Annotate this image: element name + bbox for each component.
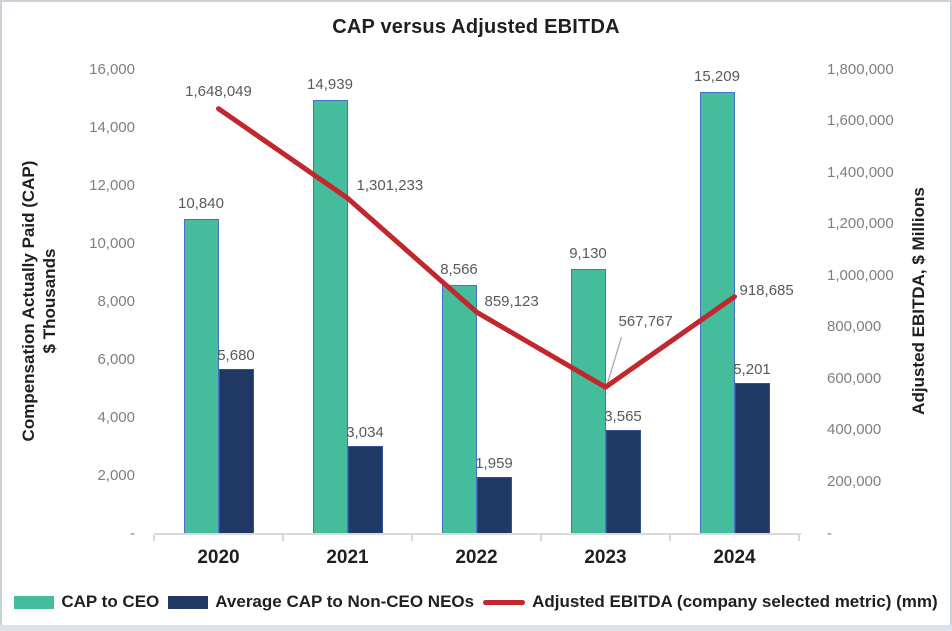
- ebitda-value-label: 567,767: [618, 313, 673, 331]
- left-axis-tick-label: 12,000: [89, 176, 135, 194]
- left-axis-tick-label: 2,000: [97, 466, 135, 484]
- left-axis-title-line1: Compensation Actually Paid (CAP): [19, 160, 38, 442]
- category-label: 2020: [197, 547, 240, 568]
- legend-item-cap-to-ceo: CAP to CEO: [14, 592, 159, 612]
- right-axis-tick-label: 200,000: [827, 472, 882, 490]
- neo-bar: [218, 368, 254, 534]
- left-axis-tick-label: 16,000: [89, 60, 135, 78]
- category-label: 2023: [584, 547, 627, 568]
- right-axis-tick-label: 800,000: [827, 318, 882, 336]
- x-axis-tick-mark: [798, 534, 800, 541]
- ceo-bar: [312, 100, 348, 534]
- neo-bar-value-label: 5,201: [733, 360, 771, 378]
- ceo-bar: [183, 219, 219, 534]
- ceo-bar-value-label: 9,130: [569, 244, 607, 262]
- legend-item-adjusted-ebitda: Adjusted EBITDA (company selected metric…: [483, 592, 938, 612]
- right-axis-tick-label: 1,000,000: [827, 266, 894, 284]
- neo-bar: [605, 430, 641, 534]
- ceo-bar-value-label: 15,209: [694, 68, 740, 86]
- neo-bar-swatch-icon: [168, 595, 209, 609]
- chart-title: CAP versus Adjusted EBITDA: [332, 16, 620, 38]
- ceo-bar-value-label: 14,939: [307, 76, 353, 94]
- right-axis-tick-label: 1,200,000: [827, 215, 894, 233]
- ceo-bar: [699, 92, 735, 534]
- legend-item-avg-cap-non-ceo: Average CAP to Non-CEO NEOs: [168, 592, 474, 612]
- left-axis-tick-label: 6,000: [97, 350, 135, 368]
- x-axis-tick-mark: [540, 534, 542, 541]
- ceo-bar: [570, 268, 606, 534]
- left-axis-tick-label: 10,000: [89, 234, 135, 252]
- x-axis-tick-mark: [153, 534, 155, 541]
- category-label: 2022: [455, 547, 498, 568]
- label-leader-line: [606, 336, 623, 384]
- neo-bar: [476, 476, 512, 534]
- neo-bar: [734, 382, 770, 534]
- neo-bar: [347, 445, 383, 534]
- ebitda-line-swatch-icon: [483, 599, 526, 605]
- category-label: 2024: [713, 547, 756, 568]
- right-axis-tick-label: 400,000: [827, 421, 882, 439]
- legend-label: Average CAP to Non-CEO NEOs: [215, 592, 475, 611]
- ebitda-value-label: 859,123: [484, 293, 539, 311]
- neo-bar-value-label: 5,680: [217, 346, 255, 364]
- right-axis-tick-label: -: [827, 524, 832, 542]
- legend-label: CAP to CEO: [61, 592, 160, 611]
- ebitda-value-label: 918,685: [739, 281, 794, 299]
- neo-bar-value-label: 1,959: [475, 454, 513, 472]
- x-axis-tick-mark: [669, 534, 671, 541]
- neo-bar-value-label: 3,034: [346, 423, 384, 441]
- ceo-bar-value-label: 8,566: [440, 261, 478, 279]
- left-axis-tick-label: 4,000: [97, 408, 135, 426]
- x-axis-tick-mark: [411, 534, 413, 541]
- left-axis-tick-label: -: [130, 524, 135, 542]
- legend-label: Adjusted EBITDA (company selected metric…: [532, 592, 938, 611]
- x-axis-tick-mark: [282, 534, 284, 541]
- right-axis-tick-label: 1,800,000: [827, 60, 894, 78]
- ceo-bar-value-label: 10,840: [178, 195, 224, 213]
- legend: CAP to CEO Average CAP to Non-CEO NEOs A…: [0, 590, 952, 614]
- right-axis-title: Adjusted EBITDA, $ Millions: [909, 187, 928, 415]
- ebitda-value-label: 1,648,049: [185, 82, 252, 100]
- neo-bar-value-label: 3,565: [604, 408, 642, 426]
- ebitda-value-label: 1,301,233: [356, 177, 424, 195]
- ceo-bar-swatch-icon: [14, 595, 55, 609]
- right-axis-tick-label: 1,600,000: [827, 112, 894, 130]
- left-axis-tick-label: 14,000: [89, 118, 135, 136]
- ceo-bar: [441, 285, 477, 534]
- x-axis-line: [154, 532, 801, 535]
- ebitda-line: [216, 106, 737, 390]
- category-label: 2021: [326, 547, 369, 568]
- left-axis-tick-label: 8,000: [97, 292, 135, 310]
- right-axis-tick-label: 1,400,000: [827, 163, 894, 181]
- bottom-frame-strip: [0, 625, 952, 631]
- right-axis-tick-label: 600,000: [827, 369, 882, 387]
